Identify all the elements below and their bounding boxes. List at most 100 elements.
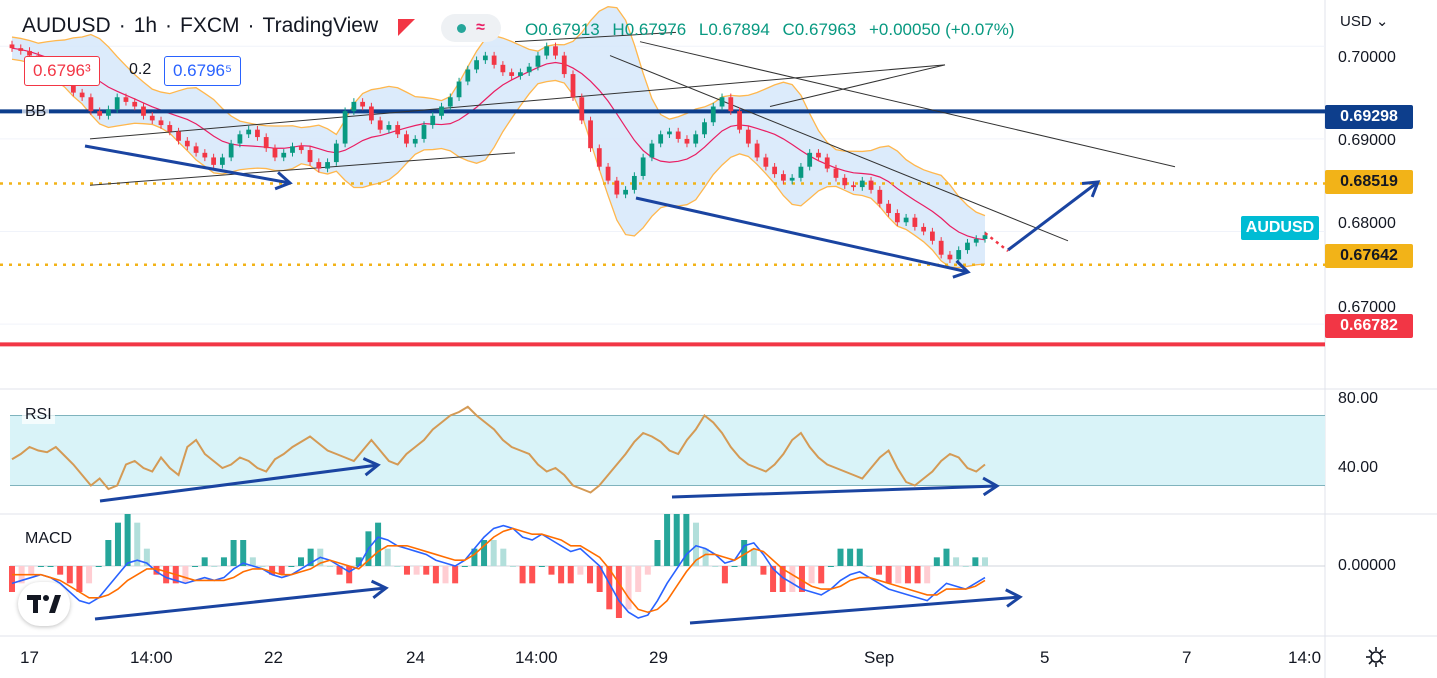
macd-hist-33: [326, 566, 333, 567]
arrow-shaft-0: [84, 144, 291, 185]
time-tick-8: 7: [1182, 648, 1192, 667]
candle-body-103: [912, 217, 918, 227]
macd-line: [11, 524, 986, 619]
candle-body-28: [255, 129, 260, 138]
macd-hist-83: [808, 566, 815, 584]
macd-hist-0: [9, 566, 15, 592]
exchange-label: FXCM: [180, 14, 240, 37]
support-tag: 0.66782: [1325, 314, 1413, 338]
arrow-head-3: [362, 457, 381, 477]
chart-header[interactable]: AUDUSD · 1h · FXCM · TradingView: [22, 14, 378, 38]
macd-hist-4: [47, 566, 54, 567]
lower-level-tag: 0.67642: [1325, 244, 1413, 268]
candle-body-12: [114, 97, 120, 110]
macd-hist-8: [86, 566, 93, 584]
candle-body-22: [202, 152, 208, 158]
candle-body-83: [737, 111, 742, 130]
bb-upper: [11, 6, 986, 217]
macd-hist-38: [375, 522, 382, 566]
currency-selector[interactable]: USD ⌄: [1340, 13, 1389, 30]
candle-body-110: [973, 238, 979, 243]
candles: [9, 40, 988, 264]
candle-body-82: [728, 97, 734, 112]
macd-hist-14: [143, 548, 150, 566]
candle-body-39: [351, 101, 357, 112]
rsi-label[interactable]: RSI: [22, 406, 55, 424]
candle-body-91: [807, 152, 813, 167]
macd-hist-54: [529, 566, 536, 584]
candle-body-90: [798, 166, 804, 178]
tv-logo-icon: [27, 595, 61, 613]
macd-hist-56: [548, 566, 555, 575]
macd-hist-46: [452, 566, 459, 584]
candle-body-99: [877, 189, 883, 204]
candle-body-104: [921, 226, 927, 232]
macd-hist-2: [28, 566, 35, 575]
time-tick-2: 22: [264, 648, 283, 667]
macd-hist-51: [500, 548, 507, 566]
macd-hist-87: [847, 548, 854, 566]
market-status-pill[interactable]: ≈: [441, 14, 501, 42]
macd-hist-21: [211, 566, 218, 567]
candle-body-15: [141, 106, 146, 116]
candle-body-84: [745, 129, 751, 144]
rsi-plot: [11, 405, 986, 494]
macd-hist-29: [288, 566, 295, 567]
candle-body-105: [930, 231, 935, 241]
candle-body-21: [193, 146, 199, 153]
candle-body-17: [158, 120, 164, 126]
macd-hist-47: [461, 566, 468, 567]
macd-hist-101: [982, 557, 988, 566]
macd-hist-60: [587, 566, 594, 584]
buy-price-button[interactable]: 0.6796⁵: [164, 56, 242, 86]
candle-body-74: [658, 134, 664, 144]
candle-body-87: [772, 166, 778, 175]
macd-hist-80: [779, 566, 786, 592]
time-tick-3: 24: [406, 648, 425, 667]
candle-body-13: [123, 97, 129, 102]
trend-channels: [89, 31, 1176, 242]
flag-icon[interactable]: [398, 19, 415, 36]
macd-hist-58: [567, 566, 574, 584]
candle-body-11: [106, 109, 111, 116]
candle-body-65: [579, 97, 585, 121]
candle-body-52: [465, 69, 471, 82]
candle-body-50: [447, 97, 453, 107]
symbol-label: AUDUSD: [22, 14, 111, 37]
candle-body-102: [903, 217, 909, 223]
candle-body-81: [719, 97, 725, 107]
macd-hist-78: [760, 566, 767, 575]
candle-body-57: [509, 72, 515, 76]
candle-body-73: [649, 143, 655, 158]
macd-hist-34: [336, 566, 343, 575]
candle-body-61: [544, 46, 550, 56]
candle-body-97: [859, 180, 865, 188]
sell-price-button[interactable]: 0.6796³: [24, 56, 100, 86]
macd-label[interactable]: MACD: [22, 530, 76, 548]
candle-body-1: [18, 48, 24, 51]
candle-body-23: [211, 157, 217, 165]
macd-hist-88: [856, 548, 863, 566]
projection-dotted: [984, 232, 1009, 252]
macd-hist-91: [885, 566, 892, 584]
ohlc-open: O0.67913: [525, 20, 600, 39]
time-tick-5: 29: [649, 648, 668, 667]
candle-body-64: [570, 74, 576, 98]
candle-body-45: [404, 134, 409, 144]
macd-hist-61: [596, 566, 603, 592]
bb-label[interactable]: BB: [22, 103, 50, 121]
candle-body-24: [219, 157, 225, 165]
candle-body-42: [377, 120, 383, 130]
candle-body-69: [614, 180, 620, 195]
tradingview-logo[interactable]: [18, 582, 70, 626]
ohlc-close: C0.67963: [782, 20, 857, 39]
candle-body-29: [263, 137, 269, 149]
trend-line-5: [769, 64, 946, 107]
candle-body-107: [947, 254, 953, 260]
candle-body-70: [623, 189, 628, 195]
candle-body-30: [272, 148, 278, 158]
settings-gear-icon[interactable]: [1365, 646, 1387, 668]
candle-body-27: [246, 129, 252, 135]
arrow-head-6: [1005, 588, 1023, 608]
